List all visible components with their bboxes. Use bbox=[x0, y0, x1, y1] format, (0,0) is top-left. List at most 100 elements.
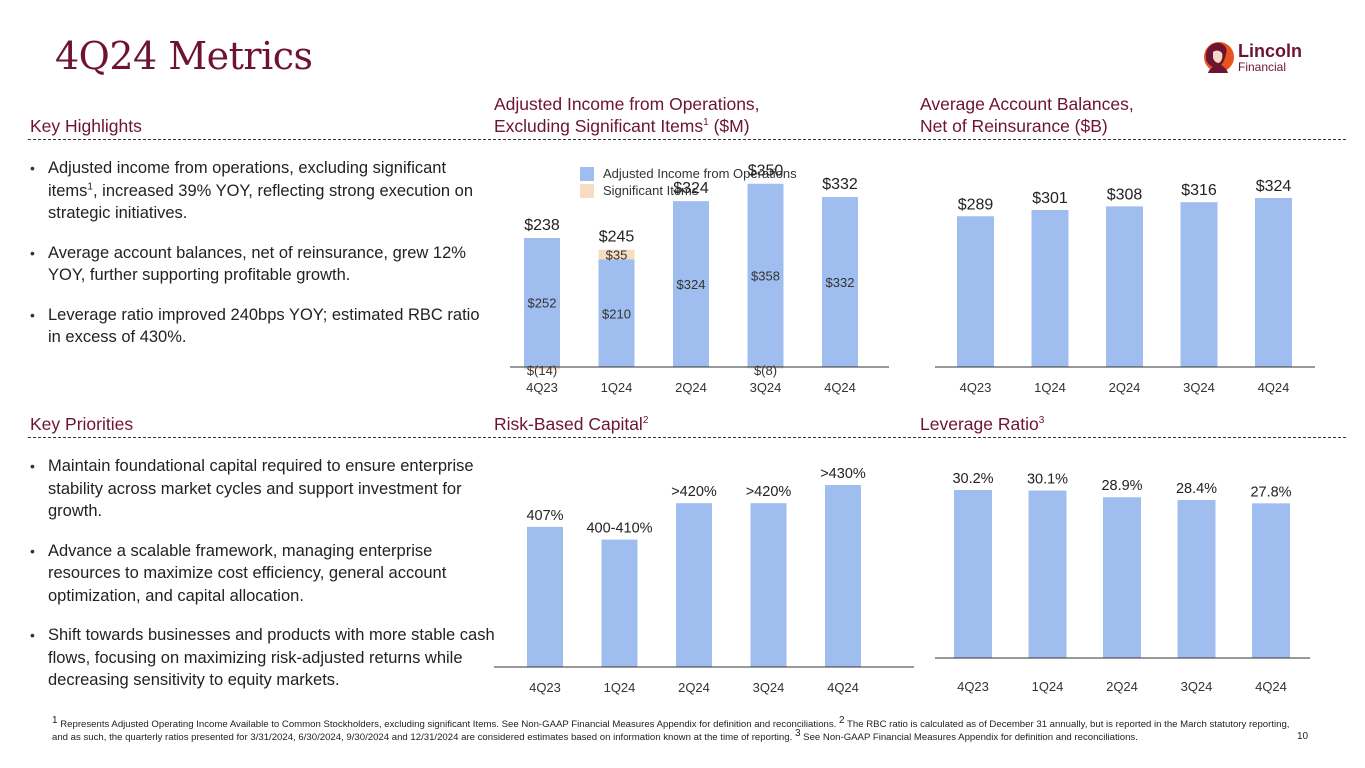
x-tick-label: 1Q24 bbox=[601, 380, 633, 395]
rbc-heading-text: Risk-Based Capital bbox=[494, 414, 643, 434]
bar-significant-items-3Q24 bbox=[747, 367, 784, 369]
bullet-text: Average account balances, net of reinsur… bbox=[48, 243, 466, 285]
x-tick-label: 4Q24 bbox=[824, 380, 856, 395]
page-title: 4Q24 Metrics bbox=[55, 34, 313, 78]
x-tick-label: 4Q24 bbox=[1258, 380, 1290, 395]
income-heading-unit: ($M) bbox=[708, 116, 750, 136]
x-tick-label: 2Q24 bbox=[1109, 380, 1141, 395]
bar-adjusted-income-3Q24 bbox=[747, 183, 784, 367]
bullet-text: Shift towards businesses and products wi… bbox=[48, 626, 495, 689]
bar-2Q24 bbox=[1103, 497, 1141, 658]
bar-1Q24 bbox=[1031, 209, 1069, 367]
x-tick-label: 1Q24 bbox=[1032, 679, 1064, 694]
data-label: 30.2% bbox=[952, 471, 993, 487]
data-label: 28.9% bbox=[1101, 478, 1142, 494]
data-label: $308 bbox=[1107, 186, 1143, 203]
x-tick-label: 1Q24 bbox=[1034, 380, 1066, 395]
x-tick-label: 4Q24 bbox=[1255, 679, 1287, 694]
x-tick-label: 2Q24 bbox=[675, 380, 707, 395]
footnote-ref-2: 2 bbox=[642, 415, 649, 427]
bar-3Q24 bbox=[1180, 202, 1218, 367]
footnote-text: The RBC ratio is calculated as of Decemb… bbox=[52, 719, 1290, 743]
adjusted-income-label: $358 bbox=[751, 268, 780, 283]
bullet-text: Maintain foundational capital required t… bbox=[48, 457, 474, 520]
bar-4Q24 bbox=[1255, 198, 1292, 367]
top-divider bbox=[28, 139, 1346, 140]
data-label: 30.1% bbox=[1027, 472, 1068, 488]
x-tick-label: 1Q24 bbox=[604, 680, 636, 695]
key-priorities-heading: Key Priorities bbox=[30, 414, 134, 434]
lincoln-portrait-icon bbox=[1204, 42, 1234, 73]
data-label: 28.4% bbox=[1176, 481, 1217, 497]
bar-3Q24 bbox=[750, 503, 787, 667]
income-bar-chart: $(14) $252 $238 4Q23 $35 $210 $245 1Q24 $324 $324… bbox=[510, 163, 889, 395]
adjusted-income-label: $252 bbox=[528, 296, 557, 311]
logo-name-line1: Lincoln bbox=[1238, 41, 1302, 61]
data-label: >430% bbox=[820, 466, 866, 482]
bar-2Q24 bbox=[1106, 206, 1143, 367]
income-chart-heading: Adjusted Income from Operations, Excludi… bbox=[494, 93, 760, 137]
bar-adjusted-income-4Q23 bbox=[524, 238, 560, 367]
bullet-text: Adjusted income from operations, excludi… bbox=[48, 159, 447, 200]
x-tick-label: 4Q23 bbox=[526, 380, 558, 395]
significant-items-label: $(14) bbox=[527, 363, 557, 378]
legend-swatch-blue bbox=[580, 166, 594, 181]
bar-1Q24 bbox=[601, 539, 638, 667]
highlight-bullet: Leverage ratio improved 240bps YOY; esti… bbox=[30, 304, 495, 349]
total-label: $238 bbox=[524, 217, 560, 234]
footnote-ref-1: 1 bbox=[87, 181, 93, 192]
footnotes: 1 Represents Adjusted Operating Income A… bbox=[52, 714, 1292, 744]
footnote-ref-1: 1 bbox=[703, 117, 709, 129]
x-tick-label: 4Q24 bbox=[827, 680, 859, 695]
bullet-text: Leverage ratio improved 240bps YOY; esti… bbox=[48, 305, 480, 347]
x-tick-label: 3Q24 bbox=[1183, 380, 1215, 395]
bar-adjusted-income-4Q24 bbox=[822, 197, 858, 367]
adjusted-income-label: $332 bbox=[826, 275, 855, 290]
bar-4Q23 bbox=[527, 526, 563, 667]
x-tick-label: 4Q23 bbox=[957, 679, 989, 694]
bar-3Q24 bbox=[1177, 500, 1216, 658]
footnote-text: Represents Adjusted Operating Income Ava… bbox=[57, 719, 839, 730]
income-heading-line2: Excluding Significant Items bbox=[494, 116, 704, 136]
bar-1Q24 bbox=[1028, 490, 1067, 658]
x-tick-label: 2Q24 bbox=[1106, 679, 1138, 694]
key-priorities-list: Maintain foundational capital required t… bbox=[30, 455, 495, 709]
x-tick-label: 3Q24 bbox=[750, 380, 782, 395]
key-highlights-heading: Key Highlights bbox=[30, 116, 142, 136]
x-tick-label: 2Q24 bbox=[678, 680, 710, 695]
x-tick-label: 4Q23 bbox=[529, 680, 561, 695]
legend-label: Significant Items bbox=[603, 183, 699, 198]
income-chart-legend: Adjusted Income from Operations Signific… bbox=[580, 165, 797, 199]
bar-adjusted-income-2Q24 bbox=[673, 201, 709, 367]
footnote-ref-3: 3 bbox=[1038, 415, 1045, 427]
footnote-marker: 1 bbox=[52, 714, 58, 726]
balances-bar-chart: $289 4Q23 $301 1Q24 $308 2Q24 $316 3Q24 $324 4Q24 bbox=[935, 178, 1315, 395]
x-tick-label: 3Q24 bbox=[753, 680, 785, 695]
leverage-chart-heading: Leverage Ratio3 bbox=[920, 413, 1044, 435]
significant-items-label: $35 bbox=[606, 248, 628, 263]
page-number: 10 bbox=[1297, 731, 1309, 742]
legend-swatch-peach bbox=[580, 183, 594, 198]
legend-label: Adjusted Income from Operations bbox=[603, 166, 797, 181]
middle-divider bbox=[28, 437, 1346, 438]
lincoln-financial-logo: Lincoln Financial bbox=[1202, 38, 1322, 78]
bar-4Q24 bbox=[1252, 503, 1290, 658]
priority-bullet: Shift towards businesses and products wi… bbox=[30, 624, 495, 692]
significant-items-label: $(8) bbox=[754, 363, 777, 378]
total-label: $350 bbox=[748, 163, 784, 180]
highlight-bullet: Adjusted income from operations, excludi… bbox=[30, 157, 495, 225]
footnote-text: See Non-GAAP Financial Measures Appendix… bbox=[800, 732, 1138, 743]
bar-significant-items-1Q24 bbox=[598, 249, 635, 260]
priority-bullet: Maintain foundational capital required t… bbox=[30, 455, 495, 523]
bar-4Q24 bbox=[825, 485, 861, 667]
data-label: >420% bbox=[671, 484, 717, 500]
balances-chart-heading: Average Account Balances, Net of Reinsur… bbox=[920, 93, 1134, 137]
total-label: $324 bbox=[673, 180, 709, 197]
x-tick-label: 4Q23 bbox=[960, 380, 992, 395]
leverage-heading-text: Leverage Ratio bbox=[920, 414, 1039, 434]
legend-item-significant-items: Significant Items bbox=[580, 182, 797, 199]
data-label: >420% bbox=[746, 484, 792, 500]
bar-2Q24 bbox=[676, 503, 712, 667]
data-label: 27.8% bbox=[1250, 484, 1291, 500]
data-label: $316 bbox=[1181, 182, 1217, 199]
